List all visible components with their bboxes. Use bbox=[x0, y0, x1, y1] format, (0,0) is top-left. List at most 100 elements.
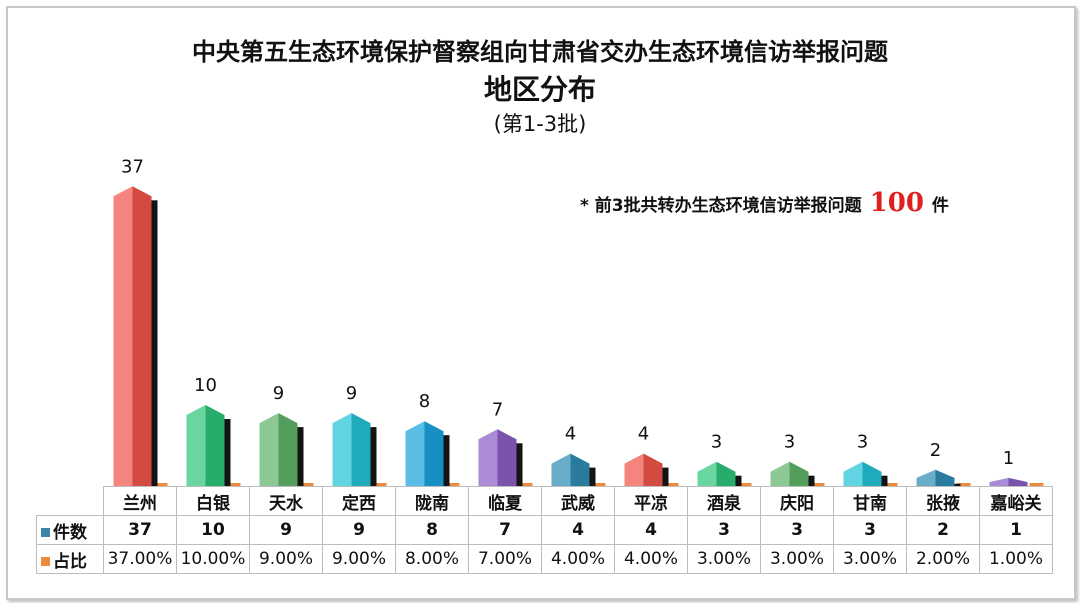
share-bar bbox=[299, 483, 314, 486]
count-bar bbox=[989, 477, 1009, 486]
total-note: * 前3批共转办生态环境信访举报问题 100 件 bbox=[580, 188, 949, 218]
bar-shadow bbox=[441, 435, 450, 486]
category-label: 酒泉 bbox=[687, 486, 761, 516]
share-cell: 3.00% bbox=[687, 544, 761, 574]
count-bar-side bbox=[351, 413, 371, 486]
count-bar bbox=[843, 461, 863, 486]
count-bar bbox=[478, 429, 498, 486]
bar-shadow bbox=[149, 200, 158, 487]
count-bar bbox=[551, 453, 571, 486]
share-bar bbox=[883, 483, 898, 486]
bar-value-label: 7 bbox=[492, 399, 503, 420]
count-cell: 37 bbox=[103, 515, 177, 545]
bar-value-label: 3 bbox=[857, 432, 868, 453]
table-share-row: 占比 37.00% 10.00% 9.00% 9.00% 8.00% 7.00% 4.00%… bbox=[36, 544, 1053, 574]
category-label: 武威 bbox=[541, 486, 615, 516]
bar-value-label: 1 bbox=[1003, 448, 1014, 469]
count-cell: 1 bbox=[979, 515, 1053, 545]
count-bar bbox=[624, 453, 644, 486]
bar-value-label: 3 bbox=[711, 432, 722, 453]
table-count-row: 件数 37 10 9 9 8 7 4 4 3 3 3 2 1 bbox=[36, 515, 1053, 545]
bar-value-label: 2 bbox=[930, 440, 941, 461]
count-bar-side bbox=[1008, 477, 1028, 486]
count-bar bbox=[332, 413, 352, 486]
share-row-label: 占比 bbox=[36, 544, 104, 574]
share-cell: 7.00% bbox=[468, 544, 542, 574]
count-cell: 3 bbox=[760, 515, 834, 545]
bar-value-label: 4 bbox=[638, 424, 649, 445]
share-bar bbox=[518, 483, 533, 486]
count-cell: 9 bbox=[322, 515, 396, 545]
share-legend-key bbox=[41, 556, 50, 566]
total-note-text: * 前3批共转办生态环境信访举报问题 bbox=[580, 196, 862, 216]
count-cell: 3 bbox=[687, 515, 761, 545]
count-bar-side bbox=[935, 469, 955, 486]
count-bar-side bbox=[424, 421, 444, 486]
bar-value-label: 8 bbox=[419, 391, 430, 412]
share-cell: 2.00% bbox=[906, 544, 980, 574]
bar-shadow bbox=[222, 419, 231, 486]
category-label: 庆阳 bbox=[760, 486, 834, 516]
category-label: 陇南 bbox=[395, 486, 469, 516]
bar-shadow bbox=[733, 475, 742, 486]
share-bar bbox=[1029, 483, 1044, 486]
bar-value-label: 9 bbox=[273, 383, 284, 404]
share-bar bbox=[153, 483, 168, 486]
bar-value-label: 10 bbox=[194, 375, 217, 396]
category-label: 平凉 bbox=[614, 486, 688, 516]
share-bar bbox=[737, 483, 752, 486]
count-bar bbox=[405, 421, 425, 486]
share-cell: 8.00% bbox=[395, 544, 469, 574]
count-row-label: 件数 bbox=[36, 515, 104, 545]
count-cell: 8 bbox=[395, 515, 469, 545]
count-cell: 7 bbox=[468, 515, 542, 545]
bar-shadow bbox=[587, 467, 596, 486]
category-label: 嘉峪关 bbox=[979, 486, 1053, 516]
share-cell: 10.00% bbox=[176, 544, 250, 574]
bar-shadow bbox=[660, 467, 669, 486]
category-label: 甘南 bbox=[833, 486, 907, 516]
bars-group: 37 10 9 9 8 7 4 4 3 3 3 2 1 bbox=[113, 156, 1044, 487]
count-bar-side bbox=[205, 405, 225, 486]
count-bar bbox=[770, 461, 790, 486]
category-label: 临夏 bbox=[468, 486, 542, 516]
bar-shadow bbox=[295, 427, 304, 486]
share-bar bbox=[445, 483, 460, 486]
count-bar bbox=[697, 461, 717, 486]
bar-shadow bbox=[368, 427, 377, 486]
share-cell: 4.00% bbox=[541, 544, 615, 574]
share-cell: 4.00% bbox=[614, 544, 688, 574]
share-label: 占比 bbox=[53, 551, 87, 572]
count-bar bbox=[113, 186, 133, 487]
bar-value-label: 37 bbox=[121, 156, 144, 177]
bar-shadow bbox=[879, 475, 888, 486]
count-bar bbox=[186, 405, 206, 486]
count-legend-key bbox=[41, 527, 50, 537]
count-label: 件数 bbox=[53, 522, 87, 543]
bar-value-label: 4 bbox=[565, 424, 576, 445]
count-cell: 10 bbox=[176, 515, 250, 545]
bar-value-label: 9 bbox=[346, 383, 357, 404]
category-label: 白银 bbox=[176, 486, 250, 516]
category-label: 张掖 bbox=[906, 486, 980, 516]
share-bar bbox=[810, 483, 825, 486]
total-note-number: 100 bbox=[869, 188, 924, 218]
count-bar-side bbox=[789, 461, 809, 486]
count-bar-side bbox=[132, 186, 152, 487]
count-cell: 3 bbox=[833, 515, 907, 545]
count-cell: 4 bbox=[614, 515, 688, 545]
data-table: 兰州 白银 天水 定西 陇南 临夏 武威 平凉 酒泉 庆阳 甘南 张掖 嘉峪关 件数 37 10 9 9 8 7 4… bbox=[36, 486, 1053, 574]
share-cell: 1.00% bbox=[979, 544, 1053, 574]
share-cell: 3.00% bbox=[760, 544, 834, 574]
count-bar-side bbox=[570, 453, 590, 486]
chart-subtitle: (第1-3批) bbox=[493, 112, 587, 136]
bar-shadow bbox=[514, 443, 523, 486]
chart-title: 中央第五生态环境保护督察组向甘肃省交办生态环境信访举报问题 bbox=[192, 38, 888, 66]
table-header-row: 兰州 白银 天水 定西 陇南 临夏 武威 平凉 酒泉 庆阳 甘南 张掖 嘉峪关 bbox=[37, 486, 1053, 516]
share-cell: 9.00% bbox=[249, 544, 323, 574]
share-cell: 3.00% bbox=[833, 544, 907, 574]
share-cell: 9.00% bbox=[322, 544, 396, 574]
share-bar bbox=[664, 483, 679, 486]
count-bar bbox=[916, 469, 936, 486]
